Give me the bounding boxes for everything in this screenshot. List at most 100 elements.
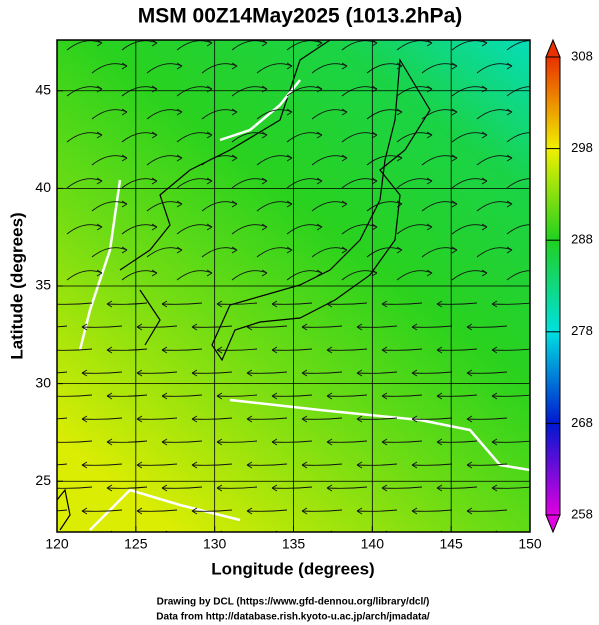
streamline: [311, 109, 348, 120]
arrowhead: [151, 177, 158, 185]
arrowhead: [301, 323, 308, 331]
colorbar-tick-label: 308: [571, 48, 593, 63]
streamline: [381, 348, 423, 351]
streamline: [436, 486, 478, 489]
x-tick-label: 145: [439, 536, 463, 552]
streamline: [436, 348, 478, 351]
arrowhead: [106, 438, 113, 446]
arrowhead: [426, 177, 433, 185]
streamline: [256, 247, 293, 258]
streamline: [161, 440, 203, 443]
streamline: [81, 325, 123, 328]
arrowhead: [176, 246, 183, 254]
streamline: [231, 178, 268, 189]
streamline: [396, 132, 433, 143]
streamline: [476, 155, 513, 166]
arrowhead: [161, 484, 168, 492]
streamline: [311, 201, 348, 212]
streamline: [411, 371, 453, 374]
streamline: [411, 463, 453, 466]
arrowhead: [27, 324, 32, 330]
arrowhead: [537, 132, 542, 138]
arrowhead: [537, 270, 542, 276]
arrowhead: [537, 224, 542, 230]
x-axis-label: Longitude (degrees): [211, 559, 374, 578]
streamline: [57, 417, 68, 420]
map-features: [27, 40, 567, 534]
streamline: [81, 417, 123, 420]
arrowhead: [426, 131, 433, 139]
arrowhead: [121, 200, 128, 208]
streamline: [327, 533, 367, 534]
streamline: [191, 371, 233, 374]
streamline: [366, 109, 403, 120]
arrowhead: [356, 415, 363, 423]
arrowhead: [381, 346, 388, 354]
streamline: [396, 86, 433, 97]
arrowhead: [341, 62, 348, 70]
streamline: [66, 270, 103, 281]
streamline: [411, 417, 453, 420]
y-tick-label: 35: [35, 277, 51, 293]
arrowhead: [231, 200, 238, 208]
arrowhead: [326, 484, 333, 492]
streamline: [396, 270, 433, 281]
streamline: [356, 325, 398, 328]
streamline: [201, 63, 238, 74]
streamline: [341, 270, 378, 281]
arrowhead: [316, 223, 323, 231]
colorbar-tick-label: 278: [571, 323, 593, 338]
arrowhead: [326, 346, 333, 354]
arrowhead: [481, 131, 488, 139]
arrowhead: [81, 369, 88, 377]
arrowhead: [106, 392, 113, 400]
streamline: [201, 155, 238, 166]
streamline: [66, 86, 103, 97]
contour: [78, 179, 122, 351]
streamline: [146, 247, 183, 258]
streamline: [121, 178, 158, 189]
streamline: [121, 132, 158, 143]
streamline: [436, 302, 478, 305]
arrowhead: [27, 370, 32, 376]
arrowhead: [537, 40, 542, 46]
x-tick-label: 130: [203, 536, 227, 552]
arrowhead: [396, 154, 403, 162]
arrowhead: [491, 392, 498, 400]
arrowhead: [356, 369, 363, 377]
arrowhead: [316, 269, 323, 277]
arrowhead: [161, 346, 168, 354]
arrowhead: [562, 63, 567, 69]
y-tick-label: 45: [35, 81, 51, 97]
streamline: [246, 371, 288, 374]
x-tick-label: 135: [282, 536, 306, 552]
streamline: [91, 63, 128, 74]
arrowhead: [506, 200, 513, 208]
streamline: [451, 40, 488, 51]
arrowhead: [411, 369, 418, 377]
arrowhead: [216, 484, 223, 492]
arrowhead: [286, 154, 293, 162]
streamline: [161, 486, 203, 489]
streamline: [341, 178, 378, 189]
streamline: [231, 40, 268, 51]
streamline: [506, 86, 530, 97]
arrowhead: [206, 269, 213, 277]
streamline: [411, 509, 453, 512]
arrowhead: [341, 200, 348, 208]
arrowhead: [286, 246, 293, 254]
streamline: [176, 132, 213, 143]
streamline: [246, 325, 288, 328]
arrowhead: [271, 300, 278, 308]
streamline: [136, 417, 178, 420]
arrowhead: [176, 200, 183, 208]
streamline: [286, 270, 323, 281]
streamline: [451, 178, 488, 189]
arrowhead: [246, 415, 253, 423]
arrowhead: [481, 177, 488, 185]
arrowhead: [396, 108, 403, 116]
streamline: [506, 178, 530, 189]
streamline: [341, 40, 378, 51]
arrowhead: [466, 323, 473, 331]
colorbar-extend: [545, 38, 561, 58]
